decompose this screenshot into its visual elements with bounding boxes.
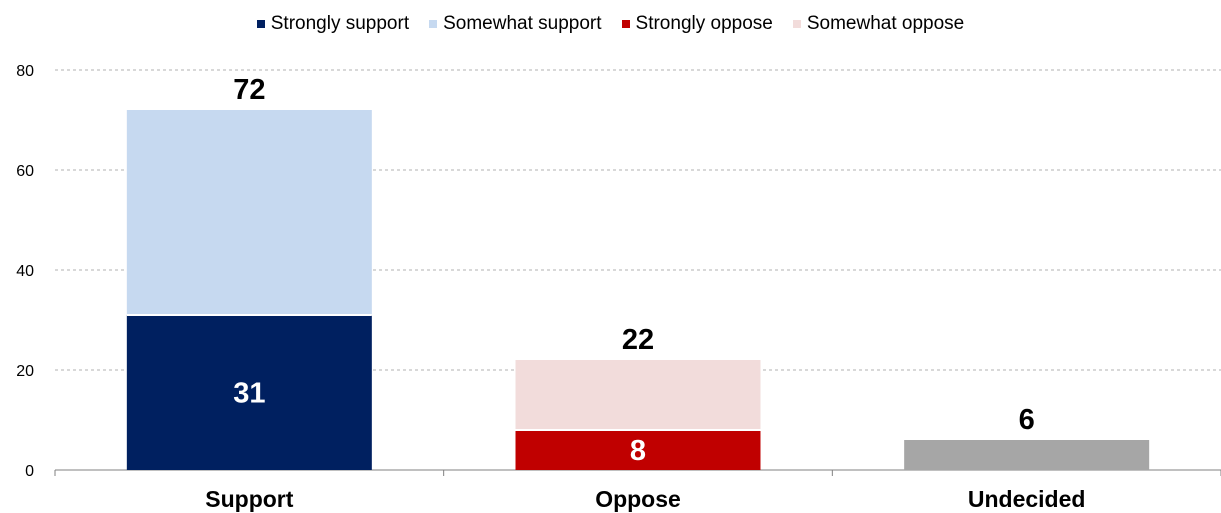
legend-label-strongly-support: Strongly support [270,13,410,34]
legend-label-somewhat-support: Somewhat support [443,13,602,34]
category-label-undecided: Undecided [968,486,1086,512]
total-label-undecided: 6 [1019,404,1035,436]
chart-legend: Strongly support Somewhat support Strong… [0,12,1221,36]
bar-segment-support--002060 [126,315,372,470]
legend-item-somewhat-support: Somewhat support [429,13,602,35]
legend-swatch-strongly-oppose [621,20,630,28]
y-tick-label-80: 80 [16,63,34,80]
legend-item-strongly-support: Strongly support [256,13,410,35]
legend-item-strongly-oppose: Strongly oppose [621,13,773,35]
y-tick-label-20: 20 [16,363,34,380]
total-label-support: 72 [233,74,265,106]
data-label-support-inner: 31 [233,378,265,410]
data-label-oppose-inner: 8 [630,435,646,467]
category-label-oppose: Oppose [595,486,681,512]
legend-label-strongly-oppose: Strongly oppose [635,13,773,34]
bar-segment-undecided--a6a6a6 [904,440,1150,470]
y-tick-label-60: 60 [16,163,34,180]
legend-swatch-somewhat-support [429,20,438,28]
y-tick-label-0: 0 [25,463,34,480]
y-tick-label-40: 40 [16,263,34,280]
legend-item-somewhat-oppose: Somewhat oppose [792,13,965,35]
bar-segment-oppose--c00000 [515,430,761,470]
category-label-support: Support [205,486,293,512]
legend-swatch-strongly-support [256,20,265,28]
total-label-oppose: 22 [622,324,654,356]
legend-label-somewhat-oppose: Somewhat oppose [806,13,965,34]
bar-segment-oppose--f2dcdb [515,360,761,430]
bar-segment-support--c6d9f0 [126,110,372,315]
legend-swatch-somewhat-oppose [792,20,801,28]
